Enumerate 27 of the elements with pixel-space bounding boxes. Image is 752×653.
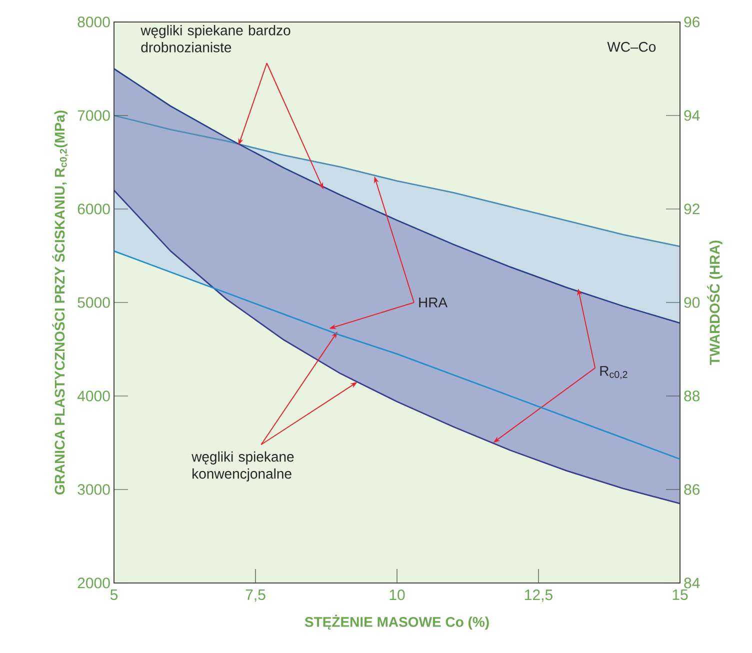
y-axis-title: GRANICA PLASTYCZNOŚCI PRZY ŚCISKANIU, R$_{c0,2}$(MPa) bbox=[52, 110, 68, 494]
annotation: HRA bbox=[419, 298, 448, 308]
y-tick-label: 4000 bbox=[77, 390, 110, 402]
y2-tick-label: 96 bbox=[684, 16, 700, 28]
y-tick-label: 8000 bbox=[78, 16, 110, 28]
x-tick-label: 15 bbox=[672, 590, 688, 600]
annotation: R$_{c0,2}$ bbox=[600, 366, 628, 380]
y2-tick-label: 90 bbox=[684, 297, 700, 308]
y-tick-label: 3000 bbox=[78, 484, 110, 495]
y2-axis-title: TWARDOŚĆ (HRA) bbox=[707, 240, 722, 365]
y2-tick-label: 84 bbox=[684, 578, 700, 588]
y-tick-label: 7000 bbox=[78, 110, 110, 121]
annotation: węgliki spiekane konwencjonalne bbox=[192, 451, 294, 482]
x-tick-label: 10 bbox=[390, 590, 405, 600]
annotation: węgliki spiekane bardzo drobnozianiste bbox=[140, 25, 290, 52]
annotation: WC–Co bbox=[607, 42, 656, 52]
x-tick-label: 5 bbox=[110, 590, 118, 600]
x-axis-title: STĘŻENIE MASOWE Co (%) bbox=[304, 614, 489, 630]
y2-tick-label: 86 bbox=[684, 484, 700, 495]
y2-tick-label: 94 bbox=[684, 110, 700, 121]
y-tick-label: 2000 bbox=[78, 578, 110, 588]
y-tick-label: 6000 bbox=[78, 204, 110, 214]
x-tick-label: 7,5 bbox=[246, 590, 266, 602]
y2-tick-label: 92 bbox=[684, 204, 700, 214]
y-tick-label: 5000 bbox=[78, 297, 110, 308]
y2-tick-label: 88 bbox=[684, 390, 700, 402]
x-tick-label: 12,5 bbox=[525, 590, 552, 602]
